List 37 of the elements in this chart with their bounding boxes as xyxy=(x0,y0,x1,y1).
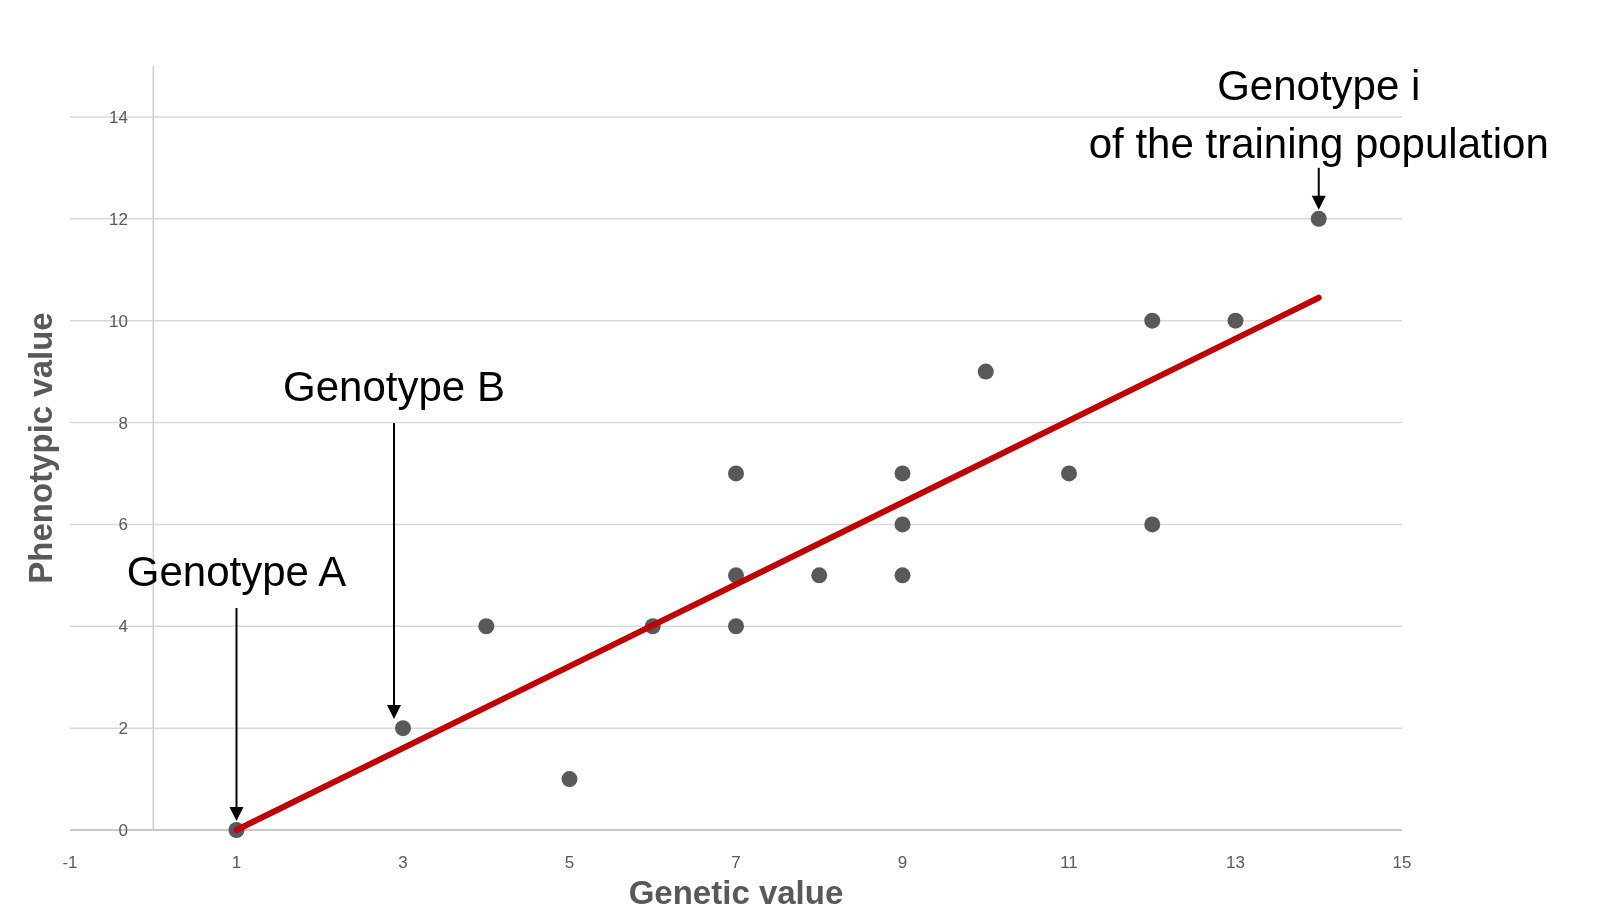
y-tick-label: 6 xyxy=(118,515,128,535)
point xyxy=(894,465,911,482)
point xyxy=(1144,312,1161,329)
y-axis-title: Phenotypic value xyxy=(22,312,59,584)
point xyxy=(977,363,994,380)
y-tick-label: 8 xyxy=(118,413,128,433)
y-tick-label: 2 xyxy=(118,719,128,739)
point xyxy=(395,720,411,737)
x-tick-label: 3 xyxy=(398,853,408,872)
point xyxy=(1227,312,1244,329)
point xyxy=(811,567,828,584)
x-tick-label: 7 xyxy=(731,853,741,872)
point xyxy=(894,516,911,533)
x-tick-label: -1 xyxy=(62,853,78,872)
x-tick-label: 13 xyxy=(1226,853,1245,872)
y-tick-label: 10 xyxy=(109,311,128,331)
point xyxy=(728,465,744,482)
x-tick-label: 15 xyxy=(1392,853,1412,872)
annotation: Genotype B xyxy=(283,363,505,410)
point xyxy=(1144,516,1161,533)
point xyxy=(1061,465,1077,482)
y-tick-label: 14 xyxy=(109,107,128,127)
y-tick-label: 0 xyxy=(118,821,128,840)
x-tick-label: 5 xyxy=(564,853,575,872)
x-tick-label: 11 xyxy=(1060,853,1078,872)
annotation: Genotype A xyxy=(126,548,347,595)
y-tick-label: 12 xyxy=(109,209,128,229)
annotation: Genotype i of the training population xyxy=(1088,61,1549,167)
x-tick-label: 1 xyxy=(231,853,242,872)
point xyxy=(894,567,911,584)
point xyxy=(1310,210,1327,227)
y-tick-label: 4 xyxy=(118,617,128,637)
x-tick-label: 9 xyxy=(897,853,908,872)
point xyxy=(478,618,495,635)
x-axis-title: Genetic value xyxy=(628,874,844,911)
point xyxy=(728,618,744,635)
point xyxy=(561,771,578,788)
